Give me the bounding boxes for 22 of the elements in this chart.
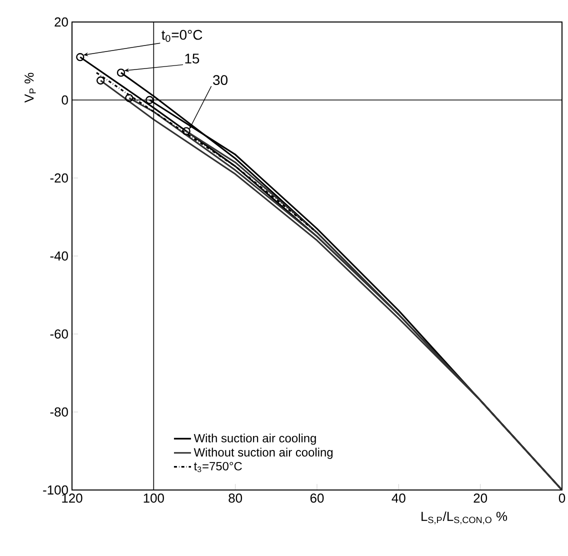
x-tick-label: 20 — [474, 494, 488, 503]
y-tick-label: 0 — [62, 95, 68, 105]
annotation: t$_{0}$=0°C — [162, 30, 202, 42]
annotation: 15 — [185, 54, 200, 64]
annotation: 30 — [213, 75, 228, 86]
x-tick-label: 80 — [228, 494, 242, 503]
x-tick-label: 120 — [62, 494, 82, 503]
x-tick-label: 0 — [558, 494, 566, 503]
x-tick-label: 60 — [310, 494, 324, 503]
y-tick-label: -20 — [50, 173, 68, 183]
x-tick-label: 40 — [392, 494, 406, 503]
legend-label: With suction air cooling — [194, 434, 316, 445]
legend-label: Without suction air cooling — [194, 448, 333, 459]
y-tick-label: -60 — [50, 329, 68, 339]
y-tick-label: -40 — [50, 251, 68, 261]
y-axis-title: V$_{P}$ % — [24, 72, 36, 103]
y-tick-label: -80 — [50, 407, 68, 417]
y-tick-label: -100 — [43, 485, 68, 495]
y-tick-label: 20 — [54, 17, 68, 27]
x-tick-label: 100 — [144, 494, 164, 503]
legend-label: t$_{3}$=750°C — [194, 462, 242, 472]
x-axis-title: L$_{S,P}$/L$_{S,CON,O}$ % — [422, 511, 508, 524]
